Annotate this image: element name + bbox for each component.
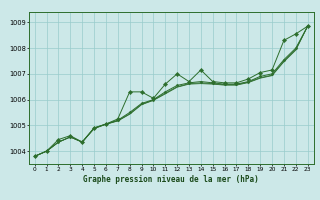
X-axis label: Graphe pression niveau de la mer (hPa): Graphe pression niveau de la mer (hPa) [83,175,259,184]
